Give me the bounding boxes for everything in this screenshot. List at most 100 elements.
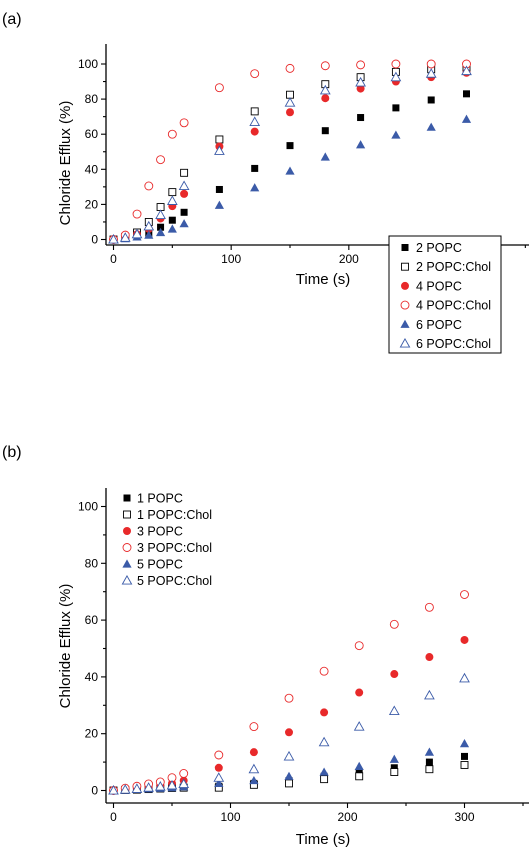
legend-entry-label: 5 POPC:Chol bbox=[137, 574, 212, 588]
data-point bbox=[214, 145, 225, 155]
y-tick-label: 0 bbox=[91, 233, 98, 247]
legend-marker bbox=[400, 319, 410, 328]
data-point bbox=[214, 778, 224, 787]
data-point bbox=[179, 219, 189, 228]
legend-marker bbox=[122, 559, 132, 568]
data-point bbox=[119, 232, 131, 242]
data-point bbox=[426, 59, 436, 69]
data-point bbox=[286, 142, 294, 150]
data-point bbox=[425, 758, 433, 766]
series-6-popc-chol bbox=[108, 65, 472, 244]
panel-a-y-axis-title: Chloride Efflux (%) bbox=[57, 101, 74, 226]
series-3-popc-chol bbox=[109, 590, 469, 795]
data-point bbox=[284, 693, 294, 703]
y-tick-label: 20 bbox=[85, 727, 99, 741]
data-point bbox=[285, 63, 295, 73]
data-point bbox=[249, 775, 259, 785]
data-point bbox=[320, 708, 329, 717]
legend-marker bbox=[122, 543, 132, 552]
data-point bbox=[285, 779, 293, 788]
data-point bbox=[459, 739, 470, 748]
data-point bbox=[155, 209, 166, 219]
data-point bbox=[424, 602, 434, 612]
legend-marker bbox=[401, 262, 409, 271]
x-tick-label: 100 bbox=[220, 810, 240, 824]
data-point bbox=[168, 216, 176, 224]
data-point bbox=[355, 688, 364, 697]
data-point bbox=[215, 135, 224, 144]
data-point bbox=[132, 209, 142, 219]
panel-b: (b) 0 100 200 300 0 20 40 60 80 100 Time (s) Chlo… bbox=[2, 444, 529, 848]
x-tick-label: 200 bbox=[337, 810, 357, 824]
data-point bbox=[357, 114, 365, 122]
data-point bbox=[320, 152, 330, 161]
data-point bbox=[213, 772, 225, 782]
data-point bbox=[354, 641, 364, 651]
x-tick-label: 300 bbox=[454, 810, 474, 824]
data-point bbox=[285, 728, 293, 737]
legend-entry-label: 4 POPC bbox=[416, 279, 462, 293]
data-point bbox=[320, 61, 330, 71]
data-point bbox=[119, 784, 131, 794]
data-point bbox=[131, 783, 143, 793]
panel-a-legend: 2 POPC 2 POPC:Chol 4 POPC 4 POPC:Chol 6 POPC… bbox=[388, 235, 502, 354]
y-tick-label: 40 bbox=[85, 670, 99, 684]
data-point bbox=[424, 689, 435, 700]
data-point bbox=[319, 666, 329, 676]
panel-a-data-points bbox=[108, 59, 472, 244]
data-point bbox=[390, 764, 398, 772]
data-point bbox=[250, 127, 259, 136]
legend-marker bbox=[399, 337, 411, 348]
legend-marker bbox=[123, 527, 131, 535]
data-point bbox=[249, 116, 261, 126]
data-point bbox=[157, 223, 165, 231]
y-tick-label: 20 bbox=[85, 197, 99, 211]
data-point bbox=[131, 228, 143, 239]
x-tick-label: 200 bbox=[339, 252, 359, 266]
data-point bbox=[355, 772, 364, 781]
data-point bbox=[249, 722, 259, 732]
data-point bbox=[180, 168, 189, 177]
data-point bbox=[425, 68, 437, 78]
panel-b-ticks: 0 100 200 300 0 20 40 60 80 100 bbox=[78, 500, 524, 824]
x-tick-label: 0 bbox=[110, 810, 117, 824]
legend-marker bbox=[123, 494, 131, 502]
y-tick-label: 100 bbox=[78, 500, 98, 514]
legend-entry-label: 6 POPC:Chol bbox=[416, 337, 491, 351]
data-point bbox=[356, 60, 366, 70]
data-point bbox=[154, 781, 166, 791]
data-point bbox=[319, 767, 329, 776]
data-point bbox=[460, 635, 469, 644]
panel-a-legend-box bbox=[388, 235, 502, 354]
data-point bbox=[214, 83, 224, 93]
data-point bbox=[461, 752, 468, 760]
y-tick-label: 80 bbox=[85, 556, 99, 570]
data-point bbox=[460, 760, 469, 769]
data-point bbox=[391, 59, 401, 69]
data-point bbox=[390, 71, 402, 82]
data-point bbox=[353, 721, 365, 731]
data-point bbox=[249, 748, 258, 757]
data-point bbox=[214, 750, 224, 760]
data-point bbox=[155, 227, 166, 237]
series-5-popc-chol bbox=[108, 672, 470, 795]
legend-marker bbox=[400, 300, 410, 310]
data-point bbox=[144, 230, 154, 239]
data-point bbox=[285, 166, 295, 175]
x-tick-label: 100 bbox=[221, 252, 241, 266]
data-point bbox=[178, 778, 190, 789]
legend-entry-label: 2 POPC bbox=[416, 241, 462, 255]
data-point bbox=[426, 122, 436, 131]
data-point bbox=[425, 653, 434, 662]
series-3-popc bbox=[109, 635, 469, 795]
data-point bbox=[321, 127, 329, 135]
panel-b-label: (b) bbox=[2, 444, 22, 461]
data-point bbox=[214, 200, 224, 209]
y-tick-label: 40 bbox=[85, 162, 99, 176]
data-point bbox=[427, 96, 435, 104]
data-point bbox=[250, 69, 260, 79]
panel-b-data-points bbox=[108, 590, 470, 795]
data-point bbox=[354, 761, 364, 770]
